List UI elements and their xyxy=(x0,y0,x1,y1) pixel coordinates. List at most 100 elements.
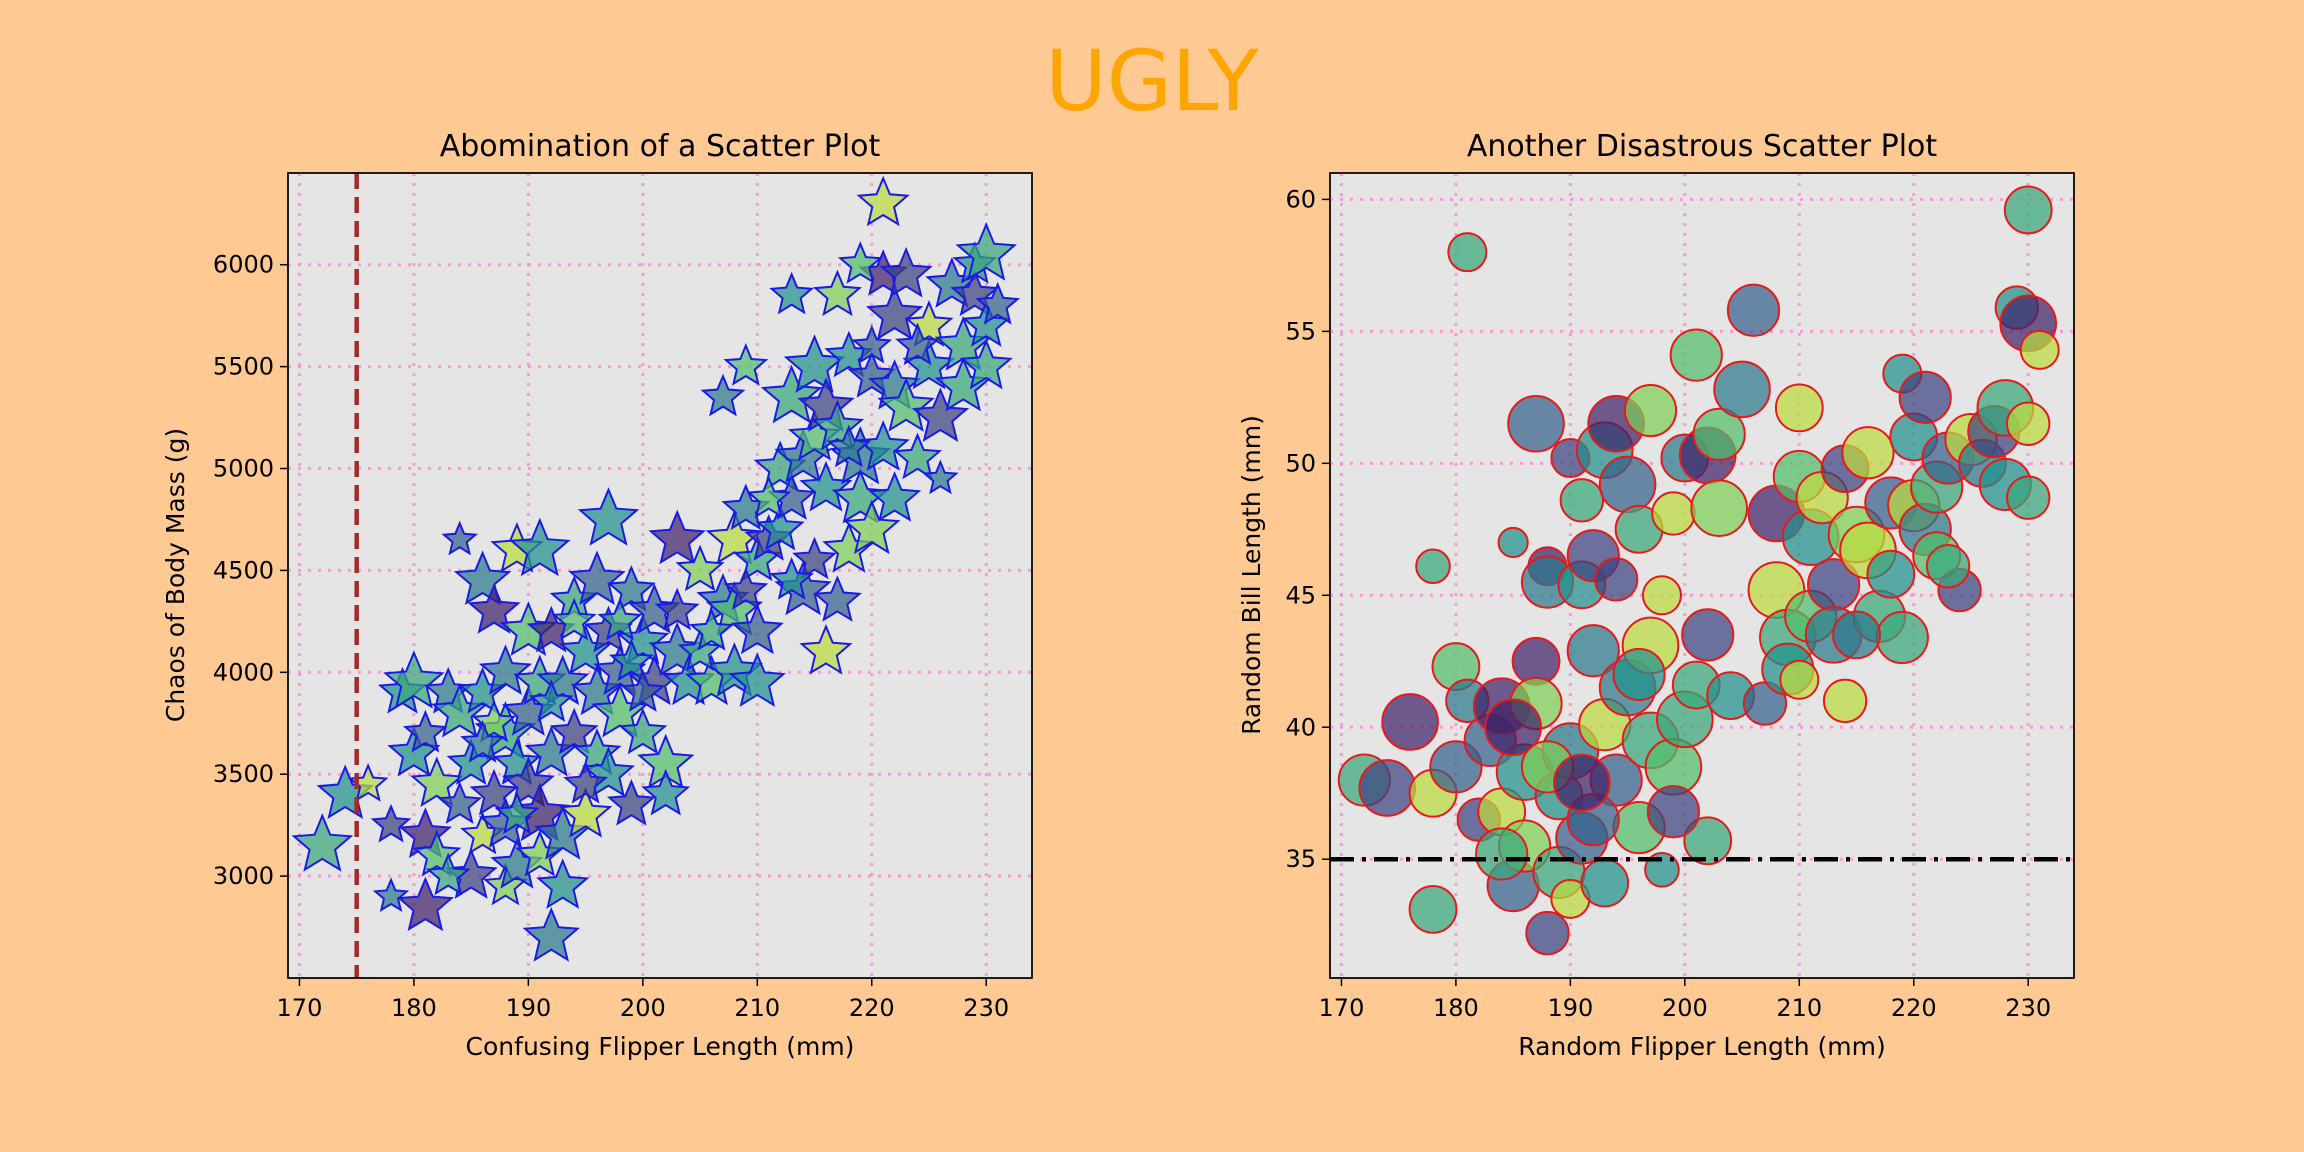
star-marker xyxy=(837,241,883,284)
y-tick-label: 35 xyxy=(1285,845,1316,873)
star-marker xyxy=(437,781,483,824)
circle-marker xyxy=(1580,858,1630,908)
star-marker xyxy=(769,271,815,315)
right-axes-frame xyxy=(1329,172,2075,979)
left-axes-frame xyxy=(287,172,1033,979)
y-tick-label: 4500 xyxy=(213,556,274,584)
star-marker xyxy=(677,628,723,672)
y-tick-label: 4000 xyxy=(213,658,274,686)
star-marker xyxy=(868,471,922,522)
right-ticks: 170 180 190 200 210 220 230 35 40 45 50 55 60 xyxy=(1285,185,2051,1022)
circle-marker xyxy=(2019,329,2060,370)
circle-marker xyxy=(1559,478,1605,523)
left-axes: 170 180 190 200 210 220 230 3000 3500 4000 4500 500… xyxy=(161,129,1033,1061)
y-tick-label: 60 xyxy=(1285,185,1316,213)
star-marker xyxy=(893,432,943,480)
circle-marker xyxy=(1832,610,1881,660)
star-marker xyxy=(641,768,691,816)
right-axes: 170 180 190 200 210 220 230 35 40 45 50 55 60 Anothe… xyxy=(1237,129,2075,1061)
circle-marker xyxy=(1898,370,1952,424)
x-tick-label: 200 xyxy=(620,994,666,1022)
circle-marker xyxy=(1497,526,1529,559)
left-chart-title: Abomination of a Scatter Plot xyxy=(440,129,881,164)
star-marker xyxy=(558,786,613,838)
x-tick-label: 230 xyxy=(2005,994,2051,1022)
circle-marker xyxy=(1779,659,1820,700)
circle-marker xyxy=(1507,394,1565,453)
star-marker xyxy=(746,475,792,519)
star-marker xyxy=(478,644,533,696)
star-marker xyxy=(826,424,872,468)
star-marker xyxy=(760,364,823,424)
left-ticks: 170 180 190 200 210 220 230 3000 3500 4000 4500 500… xyxy=(213,251,1009,1022)
y-tick-label: 50 xyxy=(1285,449,1316,477)
circle-marker xyxy=(1447,232,1488,273)
star-marker xyxy=(509,517,571,577)
circle-marker xyxy=(1553,753,1611,812)
star-marker xyxy=(549,707,599,755)
x-tick-label: 210 xyxy=(1776,994,1822,1022)
circle-marker xyxy=(1841,426,1895,480)
star-marker xyxy=(577,487,640,546)
star-marker xyxy=(723,342,769,386)
star-marker xyxy=(955,222,1018,281)
circle-marker xyxy=(1612,647,1666,702)
circle-marker xyxy=(1358,759,1417,817)
y-tick-label: 3000 xyxy=(213,862,274,890)
star-marker xyxy=(372,877,410,912)
circle-marker xyxy=(2006,401,2051,446)
circle-marker xyxy=(1475,827,1529,881)
star-marker xyxy=(799,623,853,675)
star-marker xyxy=(975,281,1021,325)
star-marker xyxy=(851,324,893,364)
y-tick-label: 45 xyxy=(1285,581,1316,609)
star-marker xyxy=(792,536,837,580)
circle-marker xyxy=(1875,610,1929,665)
star-marker xyxy=(608,638,654,682)
star-marker xyxy=(812,575,862,622)
star-marker xyxy=(648,509,706,565)
star-marker xyxy=(675,544,725,592)
left-scatter-points xyxy=(291,175,1021,962)
y-tick-label: 3500 xyxy=(213,760,274,788)
x-tick-label: 190 xyxy=(505,994,551,1022)
star-marker xyxy=(402,709,448,753)
star-marker xyxy=(536,858,590,909)
y-tick-label: 5500 xyxy=(213,353,274,381)
circle-marker xyxy=(2006,475,2051,520)
x-tick-label: 220 xyxy=(1891,994,1937,1022)
star-marker xyxy=(425,852,471,896)
star-marker xyxy=(654,587,700,631)
circle-marker xyxy=(1681,608,1735,662)
circle-marker xyxy=(1641,575,1682,616)
y-tick-label: 5000 xyxy=(213,455,274,483)
star-marker xyxy=(723,567,769,610)
star-marker xyxy=(528,679,574,723)
left-x-axis-label: Confusing Flipper Length (mm) xyxy=(466,1032,855,1061)
star-marker xyxy=(689,607,734,651)
circle-marker xyxy=(1866,549,1916,599)
x-tick-label: 210 xyxy=(734,994,780,1022)
x-tick-label: 170 xyxy=(277,994,323,1022)
circle-marker xyxy=(1415,548,1451,585)
x-tick-label: 180 xyxy=(391,994,437,1022)
figure-suptitle: UGLY xyxy=(1045,32,1259,130)
circle-marker xyxy=(2003,185,2053,235)
circle-marker xyxy=(1381,693,1439,751)
x-tick-label: 190 xyxy=(1547,994,1593,1022)
star-marker xyxy=(769,557,815,600)
circle-marker xyxy=(1669,328,1723,382)
star-marker xyxy=(843,499,901,555)
x-tick-label: 170 xyxy=(1319,994,1365,1022)
star-marker xyxy=(620,669,666,712)
star-marker xyxy=(730,603,784,655)
circle-marker xyxy=(1925,544,1971,589)
star-marker xyxy=(856,175,910,227)
left-y-axis-label: Chaos of Body Mass (g) xyxy=(161,428,190,722)
star-marker xyxy=(551,597,597,641)
circle-marker xyxy=(1408,884,1458,934)
star-marker xyxy=(606,779,656,826)
circle-marker xyxy=(1713,360,1771,419)
star-marker xyxy=(922,459,959,495)
